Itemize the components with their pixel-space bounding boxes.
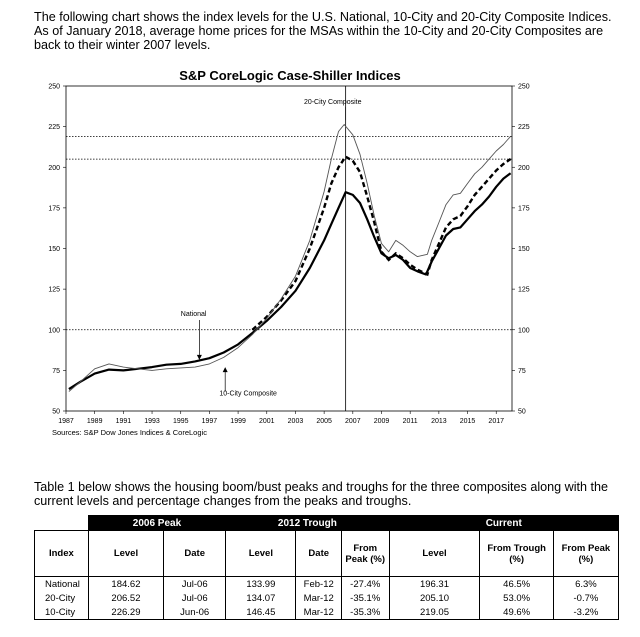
group-current: Current bbox=[388, 515, 619, 531]
x-tick-label: 1989 bbox=[87, 418, 103, 425]
y-tick-label: 75 bbox=[518, 368, 526, 375]
cell: -3.2% bbox=[552, 605, 620, 620]
y-tick-label: 150 bbox=[48, 246, 60, 253]
annotation-10-city: 10-City Composite bbox=[219, 391, 277, 398]
cell: 134.07 bbox=[225, 591, 297, 605]
cell: 6.3% bbox=[552, 576, 620, 591]
y-tick-label: 200 bbox=[48, 165, 60, 172]
cell: 206.52 bbox=[87, 591, 165, 605]
table-column-header: Index Level Date Level Date From Peak (%… bbox=[34, 530, 620, 577]
series-line-10-city bbox=[68, 124, 511, 392]
y-tick-label: 250 bbox=[48, 84, 60, 91]
cell: Mar-12 bbox=[295, 605, 342, 620]
y-tick-label: 225 bbox=[518, 124, 530, 131]
x-tick-label: 1995 bbox=[173, 418, 189, 425]
cell: 219.05 bbox=[388, 605, 481, 620]
group-2012-trough: 2012 Trough bbox=[225, 515, 390, 531]
y-tick-label: 175 bbox=[48, 205, 60, 212]
table-row: 20-City 206.52 Jul-06 134.07 Mar-12 -35.… bbox=[34, 591, 620, 605]
cell: Jul-06 bbox=[163, 591, 227, 605]
x-tick-label: 2005 bbox=[316, 418, 332, 425]
cell: Mar-12 bbox=[295, 591, 342, 605]
cell: Jun-06 bbox=[163, 605, 227, 620]
y-tick-label: 50 bbox=[518, 409, 526, 416]
x-tick-label: 2001 bbox=[259, 418, 275, 425]
group-2006-peak: 2006 Peak bbox=[87, 515, 227, 531]
y-tick-label: 125 bbox=[518, 287, 530, 294]
col-current-level: Level bbox=[388, 530, 481, 577]
table-group-header: 2006 Peak 2012 Trough Current bbox=[34, 515, 619, 531]
x-tick-label: 1993 bbox=[144, 418, 160, 425]
cell: 46.5% bbox=[479, 576, 554, 591]
x-tick-label: 1997 bbox=[202, 418, 218, 425]
col-trough-date: Date bbox=[295, 530, 342, 577]
annotation-arrowhead bbox=[196, 354, 202, 360]
y-tick-label: 175 bbox=[518, 205, 530, 212]
y-tick-label: 150 bbox=[518, 246, 530, 253]
col-current-from-peak: From Peak (%) bbox=[552, 530, 620, 577]
cell: 49.6% bbox=[479, 605, 554, 620]
series-line-20-city bbox=[251, 155, 512, 331]
table-row: 10-City 226.29 Jun-06 146.45 Mar-12 -35.… bbox=[34, 605, 620, 620]
table-intro-paragraph: Table 1 below shows the housing boom/bus… bbox=[34, 480, 609, 508]
case-shiller-chart: S&P CoreLogic Case-Shiller Indices 50 75 1… bbox=[48, 68, 530, 437]
plot-area bbox=[65, 85, 513, 412]
col-current-from-trough: From Trough (%) bbox=[479, 530, 554, 577]
cell: Feb-12 bbox=[295, 576, 342, 591]
y-tick-label: 225 bbox=[48, 124, 60, 131]
cell: Jul-06 bbox=[163, 576, 227, 591]
y-tick-label: 250 bbox=[518, 84, 530, 91]
y-tick-label: 125 bbox=[48, 287, 60, 294]
x-tick-label: 2015 bbox=[460, 418, 476, 425]
cell: 146.45 bbox=[225, 605, 297, 620]
y-tick-label: 200 bbox=[518, 165, 530, 172]
cell: 196.31 bbox=[388, 576, 481, 591]
x-tick-label: 2011 bbox=[403, 418, 418, 425]
col-peak-level: Level bbox=[87, 530, 165, 577]
intro-paragraph: The following chart shows the index leve… bbox=[34, 10, 612, 52]
col-index: Index bbox=[34, 530, 89, 577]
cell: -35.1% bbox=[340, 591, 390, 605]
y-tick-label: 100 bbox=[518, 327, 530, 334]
x-tick-label: 1987 bbox=[58, 418, 74, 425]
cell: 184.62 bbox=[87, 576, 165, 591]
annotation-20-city: 20-City Composite bbox=[304, 99, 362, 106]
x-tick-label: 2003 bbox=[288, 418, 304, 425]
cell: 133.99 bbox=[225, 576, 297, 591]
cell: 20-City bbox=[34, 591, 89, 605]
col-trough-from-peak: From Peak (%) bbox=[340, 530, 390, 577]
chart-title: S&P CoreLogic Case-Shiller Indices bbox=[179, 68, 401, 83]
cell: 205.10 bbox=[388, 591, 481, 605]
x-tick-label: 1999 bbox=[230, 418, 246, 425]
cell: -27.4% bbox=[340, 576, 390, 591]
cell: -35.3% bbox=[340, 605, 390, 620]
cell: -0.7% bbox=[552, 591, 620, 605]
x-tick-label: 2009 bbox=[374, 418, 390, 425]
annotation-national: National bbox=[181, 311, 207, 318]
col-peak-date: Date bbox=[163, 530, 227, 577]
table-row: National 184.62 Jul-06 133.99 Feb-12 -27… bbox=[34, 576, 620, 591]
cell: 226.29 bbox=[87, 605, 165, 620]
cell: National bbox=[34, 576, 89, 591]
cell: 10-City bbox=[34, 605, 89, 620]
peaks-troughs-table: 2006 Peak 2012 Trough Current Index Leve… bbox=[34, 515, 620, 620]
col-trough-level: Level bbox=[225, 530, 297, 577]
cell: 53.0% bbox=[479, 591, 554, 605]
x-tick-label: 2017 bbox=[488, 418, 504, 425]
x-tick-label: 2013 bbox=[431, 418, 447, 425]
y-tick-label: 75 bbox=[52, 368, 60, 375]
x-tick-label: 2007 bbox=[345, 418, 361, 425]
chart-source: Sources: S&P Dow Jones Indices & CoreLog… bbox=[52, 428, 207, 437]
y-tick-label: 50 bbox=[52, 409, 60, 416]
y-tick-label: 100 bbox=[48, 327, 60, 334]
series-line-national bbox=[68, 172, 512, 391]
x-tick-label: 1991 bbox=[116, 418, 132, 425]
annotation-arrowhead bbox=[222, 367, 228, 373]
